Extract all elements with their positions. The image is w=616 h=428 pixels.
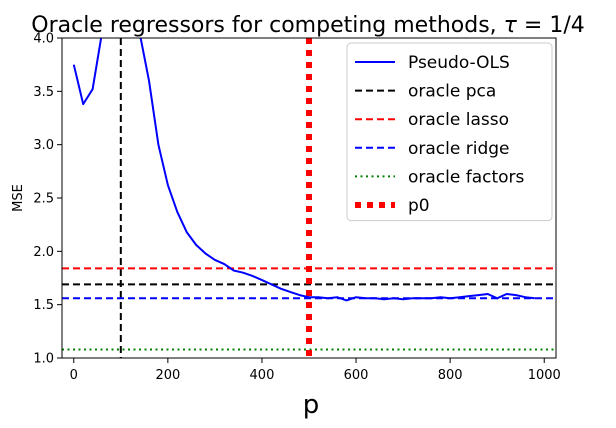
y-tick-label: 2.5 [33, 192, 54, 207]
legend-label-pseudo-ols: Pseudo-OLS [408, 53, 510, 73]
y-tick-label: 4.0 [33, 32, 54, 47]
x-tick-label: 200 [155, 368, 180, 383]
x-tick-label: 800 [438, 368, 463, 383]
legend-box [346, 42, 553, 222]
x-tick-label: 1000 [528, 368, 561, 383]
legend-label-p0: p0 [408, 196, 430, 216]
legend-label-oracle-ridge: oracle ridge [408, 139, 510, 159]
chart-title: Oracle regressors for competing methods,… [31, 13, 584, 38]
x-axis-label: p [303, 390, 320, 420]
series-pseudo-ols-line [72, 38, 535, 302]
y-tick-label: 3.5 [33, 85, 54, 100]
chart-title-value: = 1/4 [517, 13, 585, 38]
y-tick-label: 1.0 [33, 352, 54, 367]
y-tick-label: 3.0 [33, 138, 54, 153]
y-axis-label: MSE [11, 184, 26, 212]
chart-title-symbol: τ [504, 13, 518, 38]
chart-title-text: Oracle regressors for competing methods, [31, 13, 503, 38]
y-tick-label: 1.5 [33, 298, 54, 313]
x-tick-label: 0 [70, 368, 78, 383]
legend-label-oracle-pca: oracle pca [408, 82, 496, 102]
x-tick-label: 600 [344, 368, 369, 383]
legend: Pseudo-OLS oracle pca oracle lasso oracle r… [346, 42, 553, 222]
y-tick-label: 2.0 [33, 245, 54, 260]
legend-label-oracle-factors: oracle factors [408, 167, 525, 187]
x-tick-label: 400 [250, 368, 275, 383]
legend-label-oracle-lasso: oracle lasso [408, 110, 509, 130]
